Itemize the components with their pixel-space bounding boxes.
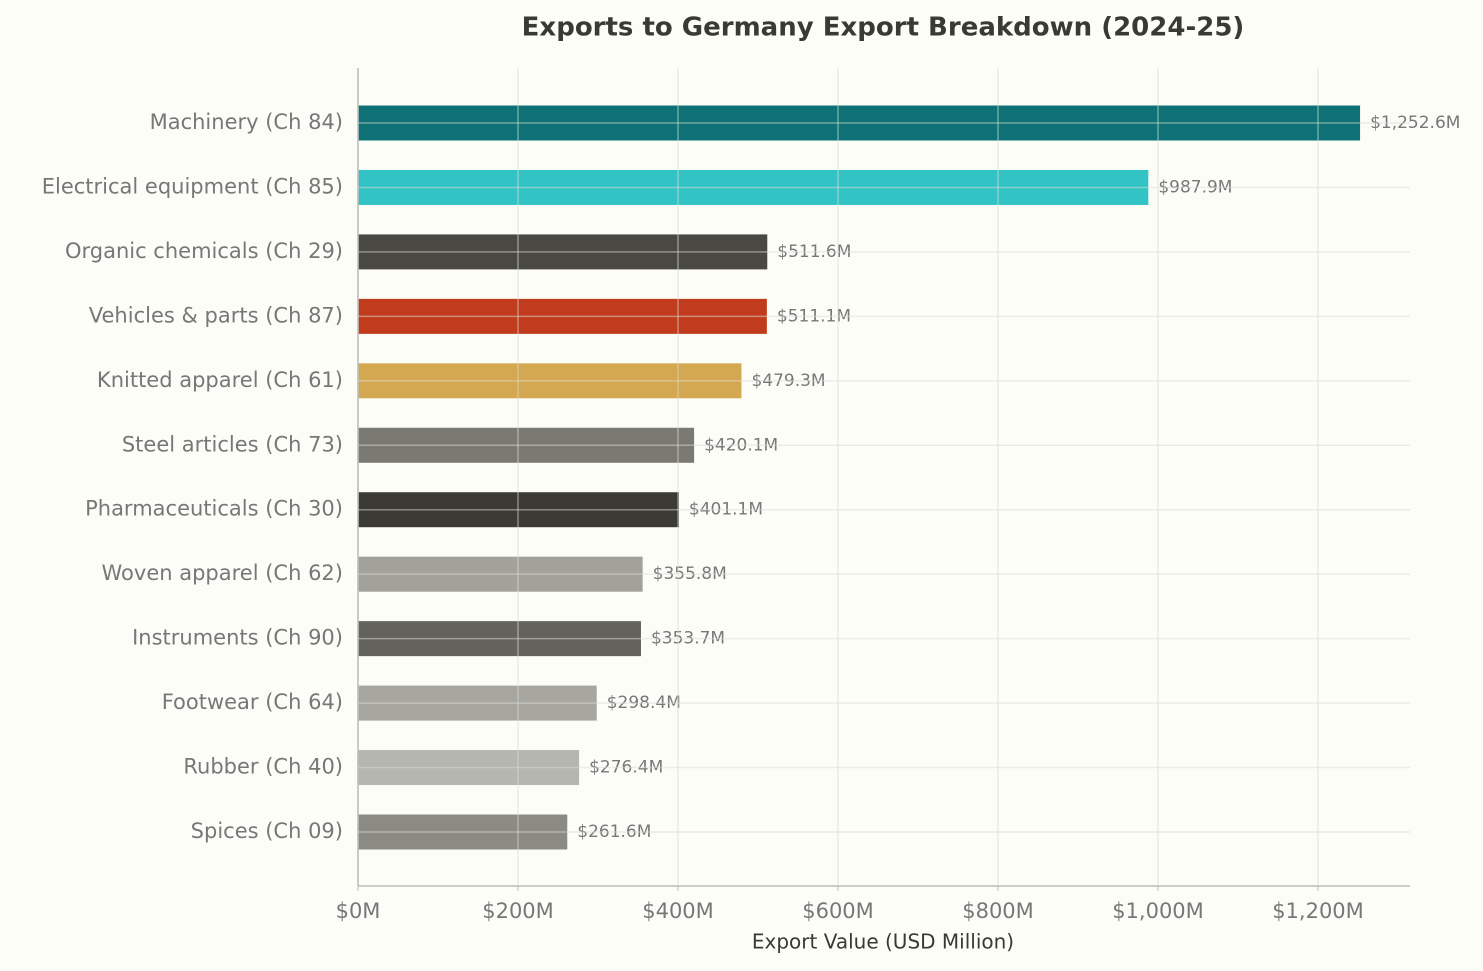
y-tick-label: Spices (Ch 09)	[191, 819, 343, 843]
y-tick-label: Vehicles & parts (Ch 87)	[89, 303, 343, 327]
y-tick-label: Knitted apparel (Ch 61)	[97, 368, 343, 392]
x-tick-label: $400M	[642, 899, 714, 923]
y-tick-label: Instruments (Ch 90)	[132, 626, 343, 650]
y-tick-label: Rubber (Ch 40)	[183, 755, 343, 779]
x-tick-label: $200M	[482, 899, 554, 923]
x-tick-label: $800M	[962, 899, 1034, 923]
chart-title: Exports to Germany Export Breakdown (202…	[522, 13, 1245, 43]
x-tick-label: $1,200M	[1272, 899, 1364, 923]
y-tick-label: Organic chemicals (Ch 29)	[65, 239, 343, 263]
y-tick-label: Footwear (Ch 64)	[162, 690, 343, 714]
y-tick-label: Electrical equipment (Ch 85)	[42, 174, 343, 198]
x-axis-label: Export Value (USD Million)	[752, 930, 1014, 954]
x-tick-label: $600M	[802, 899, 874, 923]
y-tick-label: Woven apparel (Ch 62)	[102, 561, 343, 585]
x-tick-label: $0M	[336, 899, 381, 923]
y-tick-label: Machinery (Ch 84)	[150, 110, 343, 134]
x-tick-label: $1,000M	[1112, 899, 1204, 923]
y-tick-label: Pharmaceuticals (Ch 30)	[85, 497, 343, 521]
value-label: $1,252.6M	[1370, 113, 1460, 133]
y-tick-label: Steel articles (Ch 73)	[122, 432, 343, 456]
